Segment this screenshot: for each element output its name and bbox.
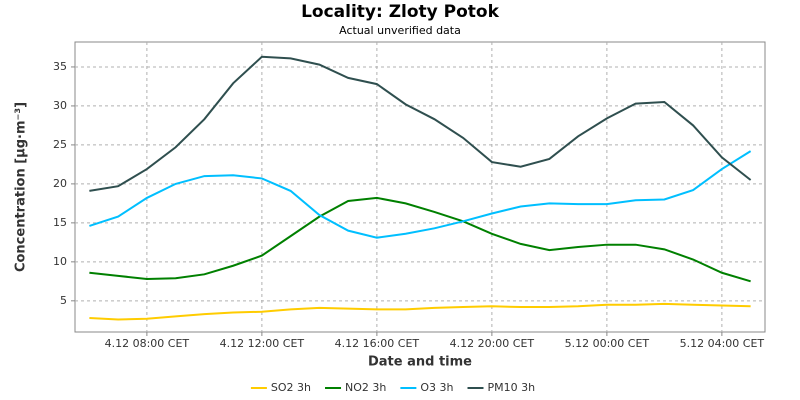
- series-line: [89, 196, 751, 283]
- y-axis-label: Concentration [µg·m⁻³]: [14, 102, 29, 272]
- y-tick-label: 5: [60, 294, 67, 307]
- legend-label: O3 3h: [420, 381, 453, 394]
- chart-subtitle: Actual unverified data: [339, 24, 461, 37]
- x-tick-label: 4.12 20:00 CET: [450, 337, 535, 350]
- legend-label: PM10 3h: [488, 381, 536, 394]
- plot-frame: [74, 41, 766, 333]
- series-line: [89, 302, 751, 321]
- x-tick-label: 5.12 04:00 CET: [680, 337, 765, 350]
- x-tick-label: 4.12 16:00 CET: [335, 337, 420, 350]
- y-tick-label: 20: [53, 177, 67, 190]
- y-tick-label: 35: [53, 60, 67, 73]
- legend-label: NO2 3h: [345, 381, 386, 394]
- x-axis-label: Date and time: [368, 355, 472, 370]
- series-line: [89, 150, 752, 239]
- series-line: [89, 55, 752, 192]
- legend-label: SO2 3h: [271, 381, 311, 394]
- y-tick-label: 30: [53, 99, 67, 112]
- chart-title: Locality: Zloty Potok: [301, 2, 500, 22]
- x-tick-label: 4.12 12:00 CET: [220, 337, 305, 350]
- y-tick-label: 10: [53, 255, 67, 268]
- y-tick-label: 25: [53, 138, 67, 151]
- x-tick-label: 5.12 00:00 CET: [565, 337, 650, 350]
- x-tick-label: 4.12 08:00 CET: [105, 337, 190, 350]
- y-tick-label: 15: [53, 216, 67, 229]
